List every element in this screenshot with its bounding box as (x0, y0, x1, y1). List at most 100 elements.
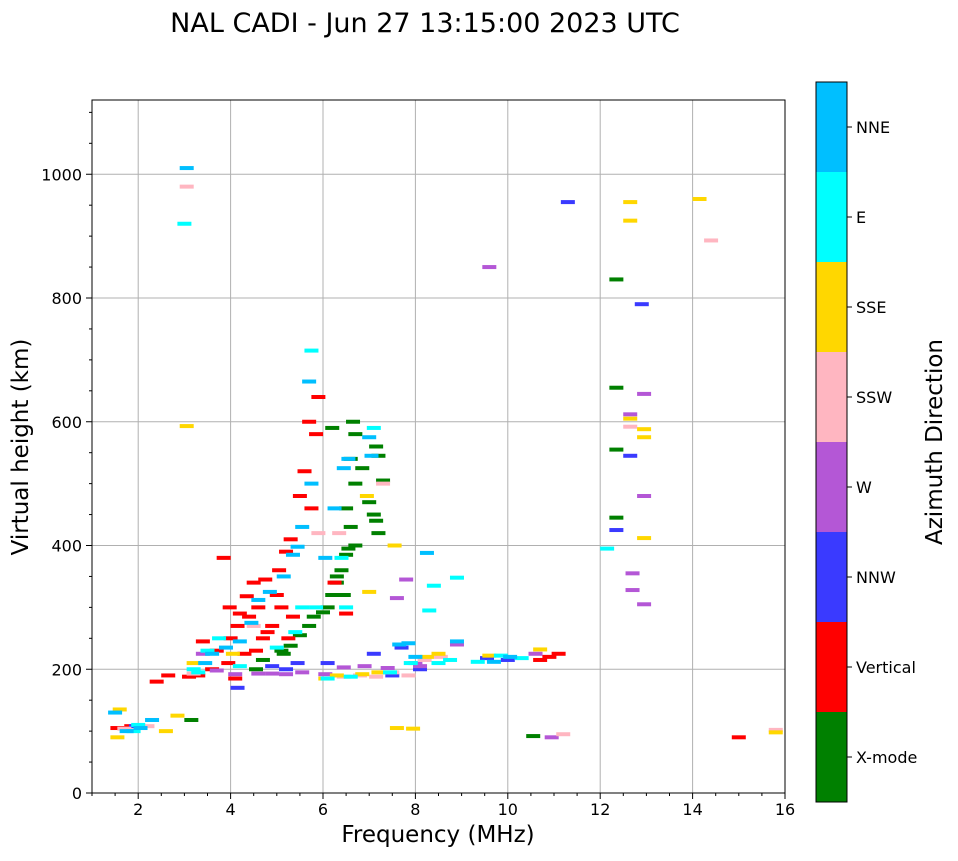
data-point (182, 674, 197, 679)
data-point (401, 641, 416, 646)
data-point (221, 661, 236, 666)
data-point (191, 670, 206, 675)
data-point (186, 667, 201, 672)
data-point (334, 568, 349, 573)
data-point (385, 673, 400, 678)
series-e (126, 221, 615, 734)
series-sse (110, 197, 783, 740)
data-point (325, 593, 340, 597)
data-point (179, 184, 194, 189)
data-point (309, 432, 324, 437)
colorbar-tick-label: E (856, 208, 866, 227)
data-point (242, 614, 257, 619)
data-point (623, 453, 638, 458)
data-point (232, 611, 247, 616)
data-point (209, 668, 224, 673)
data-point (704, 238, 719, 243)
data-point (198, 661, 213, 666)
data-point (387, 543, 402, 548)
data-point (366, 425, 381, 430)
data-point (768, 727, 783, 732)
data-point (295, 524, 310, 529)
data-point (290, 661, 305, 666)
data-point (346, 419, 361, 424)
data-point (276, 651, 291, 656)
data-point (514, 656, 529, 661)
colorbar-tick-label: NNE (856, 118, 890, 137)
data-point (625, 588, 640, 593)
data-point (306, 614, 321, 619)
data-point (348, 481, 363, 486)
data-point (408, 654, 423, 659)
colorbar-label: Azimuth Direction (922, 339, 948, 545)
data-points (108, 166, 783, 740)
data-point (623, 200, 638, 205)
y-tick-label: 800 (51, 289, 82, 308)
data-point (297, 469, 312, 474)
colorbar-segment (816, 352, 847, 442)
data-point (470, 659, 485, 664)
data-point (399, 577, 414, 582)
data-point (212, 636, 227, 641)
data-point (600, 546, 615, 551)
y-tick-label: 600 (51, 413, 82, 432)
data-point (246, 580, 261, 585)
data-point (262, 589, 277, 594)
data-point (251, 671, 266, 676)
data-point (223, 636, 238, 641)
data-point (376, 478, 391, 483)
data-point (258, 577, 273, 582)
axes: 2 4 6 8 10 12 14 16 0 200 400 600 800 1000 (41, 111, 795, 819)
data-point (327, 506, 342, 511)
data-point (413, 664, 428, 669)
data-point (449, 575, 464, 580)
data-point (265, 671, 280, 676)
data-point (304, 348, 319, 353)
data-point (336, 665, 351, 670)
chart-title: NAL CADI - Jun 27 13:15:00 2023 UTC (170, 8, 680, 39)
data-point (269, 645, 284, 650)
data-point (482, 265, 497, 270)
data-point (526, 734, 541, 739)
data-point (369, 444, 384, 449)
colorbar-segment (816, 262, 847, 352)
data-point (179, 166, 194, 171)
y-tick-label: 1000 (41, 165, 82, 184)
x-tick-label: 4 (226, 800, 236, 819)
data-point (731, 735, 746, 740)
data-point (480, 656, 495, 661)
data-point (108, 710, 123, 715)
data-point (376, 481, 391, 486)
data-point (292, 494, 307, 498)
data-point (609, 277, 624, 282)
data-point (239, 594, 254, 599)
data-point (232, 664, 247, 669)
data-point (339, 552, 354, 557)
colorbar-tick-label: SSE (856, 298, 886, 317)
data-point (230, 685, 245, 690)
data-point (544, 735, 559, 740)
data-point (320, 605, 335, 610)
colorbar: X-mode Vertical NNW W SSW SSE E NNE (815, 81, 917, 803)
data-point (274, 648, 289, 653)
data-point (637, 391, 652, 396)
data-point (609, 528, 624, 533)
series-w (195, 265, 652, 740)
data-point (230, 623, 245, 628)
data-point (357, 664, 372, 669)
x-tick-label: 14 (682, 800, 702, 819)
data-point (336, 466, 351, 471)
data-point (318, 555, 333, 560)
data-point (493, 653, 508, 658)
data-point (218, 645, 233, 650)
data-point (279, 549, 294, 554)
colorbar-tick-label: NNW (856, 568, 896, 587)
data-point (369, 674, 384, 679)
data-point (449, 639, 464, 644)
data-point (433, 654, 448, 659)
x-tick-label: 8 (410, 800, 420, 819)
data-point (417, 657, 432, 662)
data-point (285, 552, 300, 557)
x-axis-label: Frequency (MHz) (341, 822, 534, 848)
